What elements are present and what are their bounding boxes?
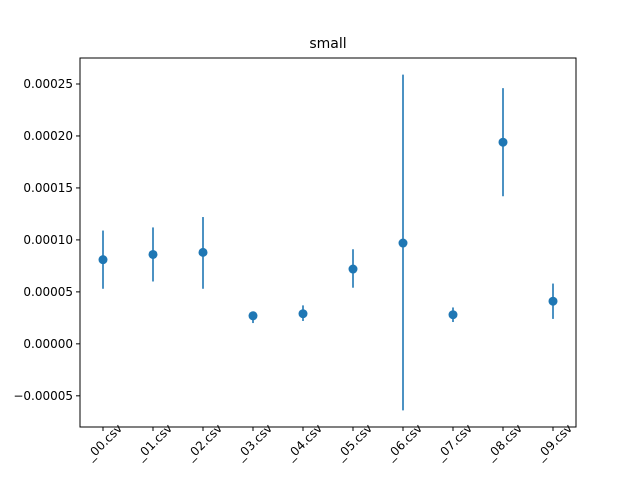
x-tick-label: _05.csv	[333, 421, 375, 463]
y-tick-label: 0.00000	[23, 337, 73, 351]
y-tick-label: −0.00005	[13, 389, 73, 403]
data-point	[448, 310, 458, 320]
x-tick-label: _00.csv	[83, 421, 125, 463]
data-point	[498, 137, 508, 147]
y-tick-label: 0.00020	[23, 129, 73, 143]
x-tick-label: _07.csv	[433, 421, 475, 463]
data-point	[98, 255, 108, 265]
data-point	[398, 238, 408, 248]
data-point	[148, 249, 158, 259]
x-tick-label: _03.csv	[233, 421, 275, 463]
y-tick-label: 0.00015	[23, 181, 73, 195]
data-point	[198, 247, 208, 257]
y-tick-label: 0.00010	[23, 233, 73, 247]
y-tick-label: 0.00025	[23, 77, 73, 91]
data-point	[548, 296, 558, 306]
x-tick-label: _04.csv	[283, 421, 325, 463]
data-point	[348, 264, 358, 274]
x-tick-label: _09.csv	[533, 421, 575, 463]
chart-title: small	[309, 36, 346, 52]
data-point	[298, 309, 308, 319]
y-tick-label: 0.00005	[23, 285, 73, 299]
x-tick-label: _06.csv	[383, 421, 425, 463]
x-tick-label: _08.csv	[483, 421, 525, 463]
x-tick-label: _02.csv	[183, 421, 225, 463]
data-point	[248, 311, 258, 321]
x-tick-label: _01.csv	[133, 421, 175, 463]
axes-frame	[79, 57, 577, 428]
